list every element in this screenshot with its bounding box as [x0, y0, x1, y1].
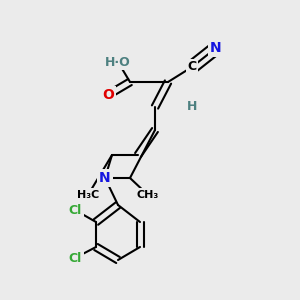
Text: N: N — [210, 41, 222, 55]
Text: H: H — [187, 100, 197, 113]
Text: Cl: Cl — [68, 203, 82, 217]
Text: O: O — [102, 88, 114, 102]
Text: Cl: Cl — [68, 251, 82, 265]
Text: H₃C: H₃C — [77, 190, 99, 200]
Text: C: C — [188, 61, 196, 74]
Text: H·O: H·O — [105, 56, 131, 68]
Text: N: N — [99, 171, 111, 185]
Text: CH₃: CH₃ — [137, 190, 159, 200]
